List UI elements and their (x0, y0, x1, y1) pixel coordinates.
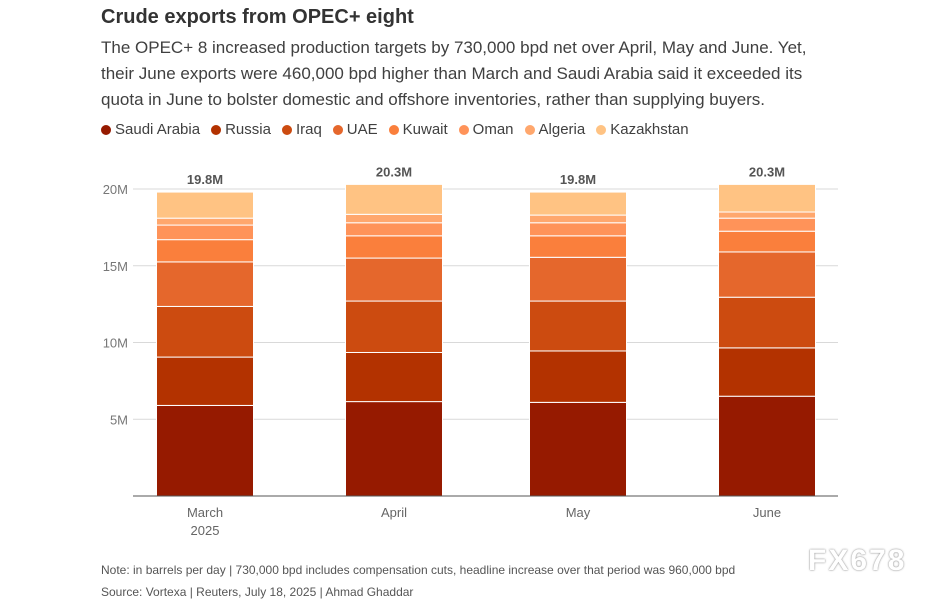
footnote: Note: in barrels per day | 730,000 bpd i… (101, 563, 736, 577)
legend-swatch (281, 124, 292, 135)
y-tick-label: 10M (103, 336, 128, 351)
bar-total-label: 19.8M (560, 172, 596, 187)
legend-swatch (101, 124, 111, 135)
bar-segment-kuwait (529, 235, 627, 258)
bar-segment-oman (529, 222, 627, 237)
bar-segment-kuwait (718, 230, 816, 253)
legend-item-kazakhstan: Kazakhstan (596, 121, 689, 138)
bar-segment-oman (718, 217, 816, 232)
bar-segment-kazakhstan (345, 183, 443, 215)
bar-segment-algeria (529, 214, 627, 224)
bar-segment-saudi-arabia (718, 395, 816, 497)
legend-swatch (332, 124, 343, 135)
bar-segment-oman (345, 222, 443, 237)
bar-segment-uae (345, 257, 443, 302)
legend-item-iraq: Iraq (281, 121, 322, 138)
watermark: FX678 (808, 544, 907, 577)
bar-segment-iraq (345, 300, 443, 353)
legend-swatch (458, 124, 469, 135)
legend-item-russia: Russia (211, 121, 271, 138)
bar-segment-russia (718, 347, 816, 397)
legend-label: Kazakhstan (610, 121, 689, 138)
legend-swatch (211, 124, 222, 135)
legend-swatch (524, 124, 535, 135)
bar-segment-kazakhstan (529, 191, 627, 216)
legend-label: Iraq (295, 121, 322, 138)
bar-segment-algeria (718, 211, 816, 219)
legend-label: Oman (472, 121, 514, 138)
bar-segment-kuwait (345, 235, 443, 259)
bar-segment-russia (345, 351, 443, 403)
bar-segment-iraq (718, 296, 816, 349)
x-tick-label: March (187, 505, 223, 520)
legend-item-kuwait: Kuwait (388, 121, 448, 138)
chart-title: Crude exports from OPEC+ eight (101, 6, 414, 28)
legend-item-saudi-arabia: Saudi Arabia (101, 121, 200, 138)
bar-segment-uae (718, 251, 816, 298)
legend-swatch (596, 124, 607, 135)
bar-segment-iraq (529, 300, 627, 352)
bar-segment-uae (529, 256, 627, 302)
legend-item-algeria: Algeria (524, 121, 586, 138)
bar-segment-saudi-arabia (529, 401, 627, 497)
bar-segment-algeria (345, 213, 443, 224)
x-tick-label: 2025 (191, 523, 220, 538)
x-tick-label: June (753, 505, 781, 520)
legend-swatch (388, 124, 399, 135)
bar-total-label: 20.3M (749, 164, 785, 179)
legend-label: UAE (346, 121, 378, 138)
bar-segment-algeria (156, 217, 254, 226)
bar-total-label: 19.8M (187, 172, 223, 187)
legend-item-oman: Oman (458, 121, 514, 138)
x-tick-label: April (381, 505, 407, 520)
chart-legend: Saudi Arabia Russia Iraq UAE Kuwait Oman Alger… (101, 121, 689, 138)
legend-label: Algeria (538, 121, 586, 138)
bar-segment-russia (156, 356, 254, 406)
bar-segment-russia (529, 350, 627, 403)
bar-segment-saudi-arabia (156, 404, 254, 497)
bar-segment-kuwait (156, 239, 254, 263)
y-tick-label: 20M (103, 182, 128, 197)
legend-label: Kuwait (402, 121, 448, 138)
y-tick-label: 15M (103, 259, 128, 274)
legend-label: Saudi Arabia (115, 121, 201, 138)
chart-subtitle: The OPEC+ 8 increased production targets… (101, 38, 807, 109)
bar-segment-kazakhstan (156, 191, 254, 219)
source-credit: Source: Vortexa | Reuters, July 18, 2025… (101, 585, 414, 599)
bar-segment-saudi-arabia (345, 401, 443, 497)
bar-segment-oman (156, 224, 254, 241)
bar-segment-kazakhstan (718, 183, 816, 213)
legend-item-uae: UAE (332, 121, 378, 138)
bar-segment-iraq (156, 305, 254, 358)
legend-label: Russia (225, 121, 271, 138)
x-tick-label: May (566, 505, 591, 520)
bar-total-label: 20.3M (376, 164, 412, 179)
y-tick-label: 5M (110, 412, 128, 427)
bar-segment-uae (156, 261, 254, 307)
